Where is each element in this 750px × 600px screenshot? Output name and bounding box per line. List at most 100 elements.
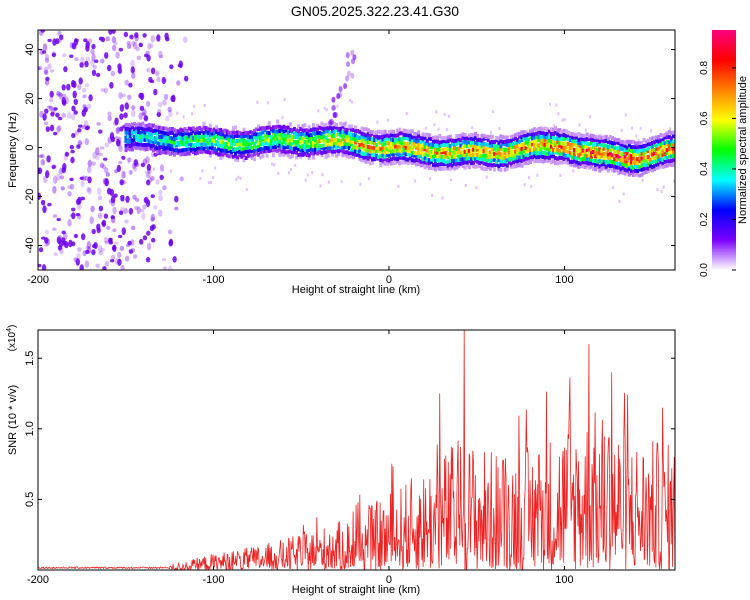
heatmap-cell	[387, 148, 391, 152]
heatmap-cell	[149, 79, 155, 84]
heatmap-cell	[455, 150, 459, 155]
heatmap-cell	[638, 144, 642, 149]
heatmap-cell	[119, 113, 124, 120]
heatmap-cell	[518, 155, 522, 160]
heatmap-cell	[217, 131, 221, 136]
heatmap-cell	[290, 135, 294, 140]
heatmap-cell	[53, 175, 58, 184]
heatmap-cell	[461, 140, 465, 145]
heatmap-cell	[130, 59, 135, 68]
heatmap-cell	[648, 163, 652, 168]
heatmap-cell	[223, 151, 227, 156]
heatmap-cell	[146, 179, 151, 186]
heatmap-cell	[86, 187, 91, 192]
heatmap-cell	[168, 143, 172, 148]
heatmap-cell	[526, 156, 530, 161]
heatmap-cell	[465, 144, 469, 149]
heatmap-cell	[312, 136, 315, 141]
heatmap-cell	[663, 154, 667, 159]
heatmap-cell	[480, 160, 484, 165]
heatmap-cell	[640, 163, 644, 168]
heatmap-cell	[278, 124, 282, 129]
heatmap-cell	[486, 155, 490, 159]
heatmap-cell	[564, 145, 568, 150]
heatmap-cell	[341, 122, 345, 127]
heatmap-cell	[246, 134, 250, 139]
heatmap-cell	[440, 166, 444, 171]
heatmap-cell	[400, 141, 404, 146]
heatmap-cell	[640, 172, 644, 177]
heatmap-cell	[381, 134, 385, 139]
heatmap-cell	[646, 169, 650, 174]
heatmap-cell	[673, 179, 675, 183]
heatmap-cell	[638, 159, 642, 164]
heatmap-cell	[518, 158, 522, 163]
heatmap-cell	[345, 127, 349, 132]
heatmap-cell	[165, 36, 170, 42]
heatmap-cell	[240, 132, 244, 136]
heatmap-cell	[69, 183, 75, 190]
heatmap-cell	[44, 108, 49, 114]
heatmap-cell	[621, 143, 625, 147]
heatmap-cell	[592, 152, 595, 157]
heatmap-cell	[493, 163, 497, 168]
heatmap-cell	[461, 136, 465, 141]
heatmap-cell	[261, 142, 265, 147]
heatmap-cell	[436, 163, 440, 167]
heatmap-cell	[436, 154, 440, 159]
heatmap-cell	[98, 36, 104, 41]
heatmap-cell	[526, 148, 530, 153]
heatmap-cell	[273, 163, 276, 167]
spectrogram-xlabel: Height of straight line (km)	[292, 284, 420, 296]
heatmap-cell	[265, 153, 269, 158]
heatmap-cell	[592, 134, 595, 139]
heatmap-cell	[385, 150, 389, 155]
heatmap-cell	[543, 155, 547, 160]
heatmap-cell	[88, 94, 93, 102]
heatmap-cell	[187, 126, 191, 131]
heatmap-cell	[592, 161, 595, 166]
heatmap-cell	[322, 150, 326, 155]
heatmap-cell	[115, 139, 121, 147]
heatmap-cell	[375, 145, 379, 150]
heatmap-cell	[290, 138, 294, 143]
heatmap-cell	[503, 155, 507, 160]
heatmap-cell	[124, 126, 128, 131]
heatmap-cell	[354, 149, 358, 154]
heatmap-cell	[566, 133, 570, 138]
heatmap-cell	[217, 140, 221, 145]
heatmap-cell	[619, 158, 623, 163]
heatmap-cell	[455, 153, 459, 158]
heatmap-cell	[276, 129, 280, 134]
heatmap-cell	[568, 153, 572, 158]
heatmap-cell	[73, 110, 78, 115]
heatmap-cell	[187, 134, 191, 139]
heatmap-cell	[560, 151, 564, 156]
heatmap-cell	[286, 130, 290, 135]
heatmap-cell	[657, 154, 661, 159]
heatmap-cell	[474, 147, 478, 152]
heatmap-cell	[455, 134, 459, 139]
heatmap-cell	[556, 128, 560, 133]
heatmap-cell	[127, 157, 132, 162]
heatmap-cell	[149, 123, 153, 128]
heatmap-cell	[640, 159, 644, 164]
heatmap-cell	[377, 149, 381, 153]
heatmap-cell	[80, 180, 85, 188]
heatmap-cell	[231, 135, 235, 139]
heatmap-cell	[469, 140, 473, 145]
heatmap-cell	[301, 124, 305, 129]
heatmap-cell	[367, 177, 370, 181]
heatmap-cell	[44, 53, 50, 61]
heatmap-cell	[118, 234, 123, 239]
heatmap-cell	[210, 142, 214, 147]
heatmap-cell	[545, 155, 549, 160]
heatmap-cell	[309, 128, 313, 133]
heatmap-cell	[653, 159, 657, 164]
heatmap-cell	[215, 130, 219, 134]
heatmap-cell	[648, 160, 652, 165]
heatmap-cell	[410, 153, 414, 158]
heatmap-cell	[259, 150, 263, 154]
heatmap-cell	[286, 145, 290, 150]
heatmap-cell	[421, 132, 425, 137]
